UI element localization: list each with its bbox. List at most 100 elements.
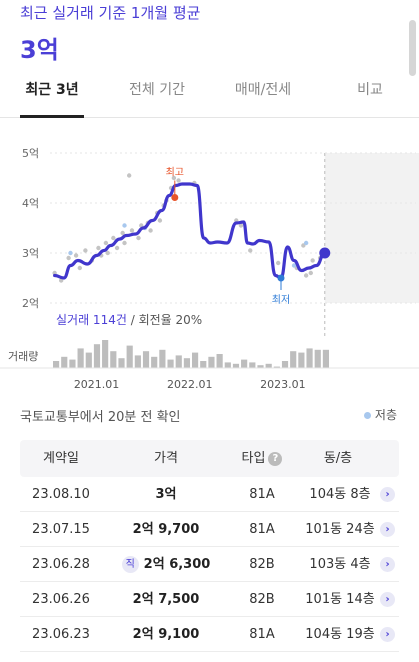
chevron-right-icon[interactable]: ›: [380, 592, 395, 607]
scatter-point: [126, 173, 132, 178]
chevron-right-icon[interactable]: ›: [380, 522, 395, 537]
scatter-point: [303, 273, 309, 278]
row-price: 2억 9,700: [132, 522, 200, 537]
row-floor: 101동 14층: [305, 592, 375, 607]
x-tick-label: 2021.01: [74, 378, 120, 391]
volume-bar: [151, 356, 158, 368]
row-floor: 101동 24층: [305, 522, 375, 537]
row-type: 81A: [249, 627, 275, 642]
scatter-point: [276, 260, 281, 266]
turnover-rate: / 회전율 20%: [126, 313, 203, 327]
scatter-point: [105, 250, 110, 256]
chart-subtitle: 최근 실거래 기준 1개월 평균: [20, 4, 201, 22]
y-tick-label: 5억: [22, 147, 39, 160]
volume-bar: [265, 363, 272, 368]
average-price: 3억: [20, 36, 59, 64]
volume-bar: [142, 351, 150, 368]
header-price: 가격: [154, 451, 178, 466]
y-tick-label: 2억: [22, 297, 39, 310]
y-tick-label: 4억: [22, 197, 39, 210]
max-marker: [171, 194, 179, 201]
scrollbar-thumb[interactable]: [409, 20, 416, 76]
price-trend-line: [53, 182, 327, 280]
chevron-right-icon[interactable]: ›: [380, 557, 395, 572]
volume-bar: [322, 349, 329, 368]
volume-bar: [216, 354, 223, 368]
table-row[interactable]: 23.06.23 2억 9,100 81A 104동 19층 ›: [20, 617, 399, 652]
table-row[interactable]: 23.06.28 직 2억 6,300 82B 103동 4층 ›: [20, 547, 399, 582]
low-floor-point: [291, 263, 297, 268]
scatter-point: [176, 178, 181, 183]
x-tick-label: 2023.01: [260, 378, 306, 391]
scatter-point: [96, 245, 101, 251]
tab-compare[interactable]: 비교: [357, 82, 383, 98]
tab-all-period[interactable]: 전체 기간: [129, 82, 185, 98]
row-floor: 104동 8층: [309, 487, 371, 502]
transaction-count: 실거래 114건: [56, 313, 127, 327]
volume-bar: [77, 348, 84, 368]
volume-bar: [85, 352, 92, 368]
volume-bar: [159, 349, 166, 368]
volume-bar: [93, 344, 101, 368]
low-floor-dot-icon: [363, 412, 371, 419]
scatter-point: [114, 245, 120, 251]
tab-sale-lease[interactable]: 매매/전세: [234, 82, 292, 98]
scatter-point: [122, 240, 127, 246]
help-icon[interactable]: ?: [268, 451, 283, 466]
data-source: 국토교통부에서 20분 전 확인: [20, 410, 181, 425]
scatter-point: [157, 218, 163, 223]
scatter-point: [308, 270, 313, 276]
volume-bar: [281, 361, 289, 368]
chevron-right-icon[interactable]: ›: [380, 627, 395, 642]
low-floor-point: [122, 223, 127, 228]
volume-bar: [118, 358, 125, 368]
volume-bar: [102, 340, 109, 368]
y-tick-label: 3억: [22, 247, 39, 260]
header-type: 타입?: [230, 440, 294, 477]
volume-bar: [69, 359, 76, 368]
row-type: 81A: [249, 522, 275, 537]
volume-bar: [110, 351, 117, 368]
volume-bar: [257, 365, 264, 368]
row-date: 23.08.10: [32, 487, 90, 502]
scatter-point: [171, 175, 177, 181]
tab-recent-3y[interactable]: 최근 3년: [20, 76, 84, 118]
scatter-point: [103, 240, 109, 246]
current-price-marker: [319, 247, 331, 259]
scatter-point: [120, 230, 125, 236]
row-floor: 104동 19층: [305, 627, 375, 642]
volume-bar: [249, 362, 256, 368]
volume-bar: [273, 366, 280, 368]
scatter-point: [73, 253, 79, 258]
volume-bar: [224, 362, 231, 368]
chevron-right-icon[interactable]: ›: [380, 487, 395, 502]
volume-bar: [208, 356, 215, 368]
table-row[interactable]: 23.06.26 2억 7,500 82B 101동 14층 ›: [20, 582, 399, 617]
table-row[interactable]: 23.08.10 3억 81A 104동 8층 ›: [20, 477, 399, 512]
volume-bar: [61, 356, 68, 368]
scatter-point: [148, 228, 153, 233]
volume-bar: [167, 359, 174, 368]
volume-bar: [306, 348, 313, 368]
max-label: 최고: [166, 167, 184, 179]
x-tick-label: 2022.01: [167, 378, 213, 391]
scatter-point: [77, 265, 83, 271]
row-price-value: 2억 6,300: [143, 557, 211, 572]
table-row[interactable]: 23.07.15 2억 9,700 81A 101동 24층 ›: [20, 512, 399, 547]
row-type: 82B: [249, 557, 275, 572]
volume-bar: [314, 349, 321, 368]
scatter-point: [136, 235, 141, 241]
scatter-point: [310, 258, 315, 263]
min-label: 최저: [272, 294, 290, 306]
scatter-point: [238, 223, 244, 228]
row-date: 23.07.15: [32, 522, 90, 537]
row-type: 81A: [249, 487, 275, 502]
low-floor-point: [303, 240, 309, 246]
volume-bar: [192, 352, 199, 368]
transaction-summary: 실거래 114건 / 회전율 20%: [56, 311, 202, 328]
volume-bar: [200, 361, 207, 368]
table-header: 계약일 가격 타입? 동/층: [20, 440, 399, 477]
volume-bar: [241, 359, 248, 368]
